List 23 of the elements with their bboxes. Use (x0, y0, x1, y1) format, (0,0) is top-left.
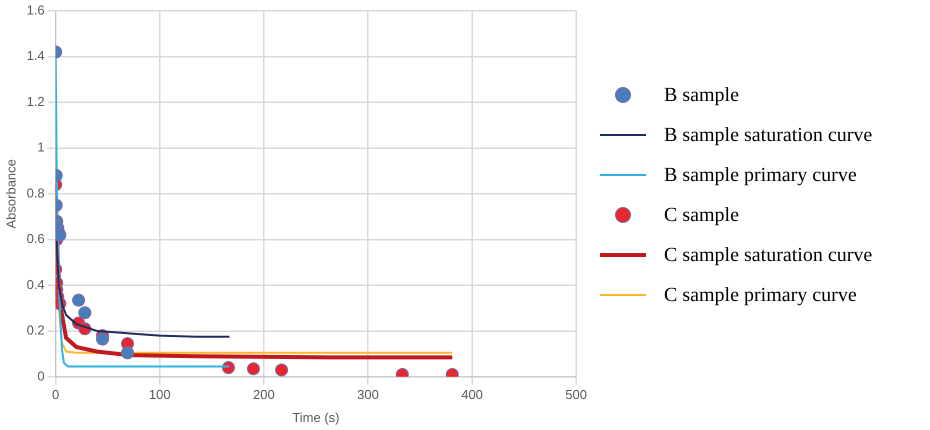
x-tick-label: 400 (461, 387, 483, 402)
y-tick-label: 0.8 (26, 185, 45, 200)
x-tick-label: 500 (565, 387, 588, 402)
y-tick-label: 1.6 (26, 2, 45, 18)
x-tick-label: 200 (253, 387, 275, 402)
legend-label: C sample saturation curve (664, 244, 872, 266)
legend-label: B sample (664, 84, 739, 106)
y-axis-title: Absorbance (3, 159, 18, 228)
x-axis-title: Time (s) (292, 410, 340, 425)
legend-label: C sample primary curve (664, 284, 857, 306)
y-tick-label: 1.2 (26, 94, 45, 109)
legend-label: B sample primary curve (664, 164, 857, 186)
x-tick-label: 300 (357, 387, 379, 402)
y-tick-label: 0.6 (26, 231, 45, 246)
y-tick-label: 1 (37, 140, 45, 155)
x-tick-label: 100 (148, 387, 171, 402)
legend-label: B sample saturation curve (664, 124, 872, 146)
y-tick-label: 0.4 (26, 276, 45, 292)
y-tick-label: 1.4 (26, 48, 45, 64)
legend-label: C sample (664, 204, 739, 226)
x-tick-label: 0 (52, 387, 60, 402)
y-tick-label: 0.2 (26, 322, 45, 338)
y-tick-label: 0 (37, 368, 45, 384)
